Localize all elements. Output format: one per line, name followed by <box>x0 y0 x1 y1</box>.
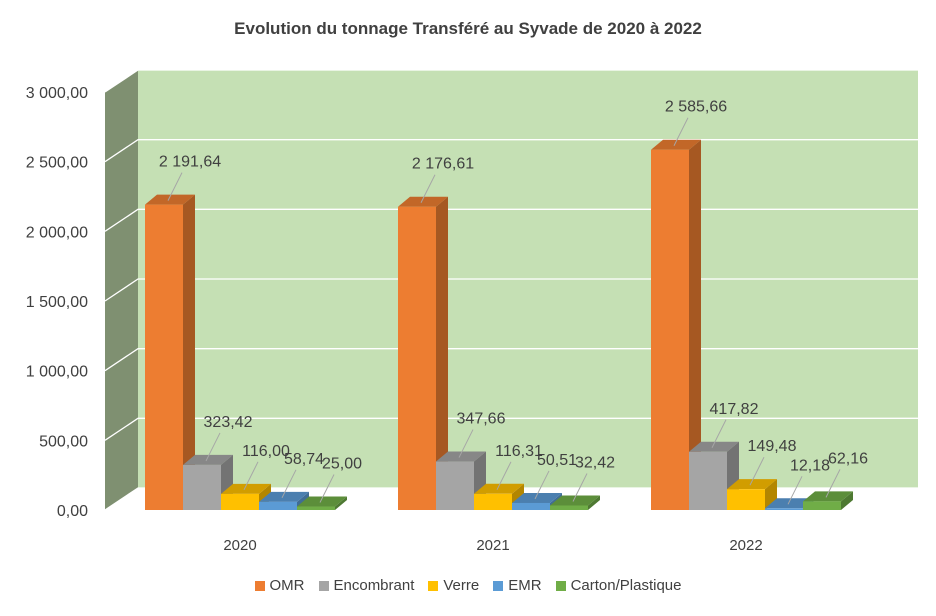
bar-emr <box>512 502 550 510</box>
bar-omr <box>651 149 689 510</box>
data-label: 116,31 <box>495 443 543 460</box>
legend-label: Encombrant <box>333 577 415 594</box>
bar-emr <box>765 508 803 510</box>
y-tick-label: 2 500,00 <box>26 155 88 172</box>
bar-top <box>398 196 448 207</box>
y-tick-label: 3 000,00 <box>26 85 88 102</box>
legend-item: OMR <box>254 577 305 594</box>
bar-top <box>512 492 562 503</box>
leader-line <box>534 470 550 500</box>
bar-verre <box>727 489 765 510</box>
data-label: 50,51 <box>537 452 577 469</box>
gridline <box>104 139 918 163</box>
leader-line <box>458 429 474 458</box>
legend-swatch <box>318 580 329 591</box>
legend-swatch <box>428 580 439 591</box>
data-label: 116,00 <box>242 443 290 460</box>
bar-omr <box>145 204 183 510</box>
leader-line <box>243 461 259 491</box>
data-label: 25,00 <box>322 456 362 473</box>
bar-top <box>259 491 309 502</box>
bar-encombrant <box>436 461 474 510</box>
data-label: 32,42 <box>575 454 615 471</box>
x-tick-label: 2020 <box>223 537 256 554</box>
data-label: 149,48 <box>748 438 797 455</box>
y-tick-label: 500,00 <box>39 433 88 450</box>
bar-top <box>803 491 853 502</box>
bar-encombrant <box>689 451 727 510</box>
data-label: 62,16 <box>828 450 868 467</box>
legend-item: Verre <box>428 577 479 594</box>
legend-label: Verre <box>443 577 480 594</box>
chart-title: Evolution du tonnage Transféré au Syvade… <box>234 19 702 38</box>
legend-label: Carton/Plastique <box>570 577 682 594</box>
leader-line <box>496 461 512 491</box>
x-tick-label: 2022 <box>729 537 762 554</box>
legend: OMR Encombrant Verre EMR Carton/Plastique <box>0 577 936 594</box>
bar-top <box>689 441 739 452</box>
bar-verre <box>474 493 512 510</box>
bar-top <box>651 139 701 150</box>
legend-swatch <box>254 580 265 591</box>
y-tick-label: 1 500,00 <box>26 294 88 311</box>
data-label: 2 191,64 <box>159 154 221 171</box>
leader-line <box>673 117 689 146</box>
data-label: 323,42 <box>204 414 253 431</box>
bar-top <box>550 495 600 506</box>
bar-side <box>436 196 448 510</box>
data-label: 2 176,61 <box>412 156 474 173</box>
bar-top <box>727 479 777 490</box>
bar-verre <box>221 493 259 510</box>
bar-top <box>221 483 271 494</box>
leader-line <box>167 172 183 201</box>
data-label: 12,18 <box>790 457 830 474</box>
data-label: 417,82 <box>710 401 759 418</box>
leader-line <box>787 476 803 505</box>
bar-cartonplastique <box>297 506 335 510</box>
bar-side <box>183 194 195 510</box>
bar-side <box>689 139 701 510</box>
leader-line <box>749 456 765 486</box>
gridline <box>104 69 918 93</box>
bar-top <box>474 483 524 494</box>
y-tick-label: 2 000,00 <box>26 224 88 241</box>
legend-item: EMR <box>493 577 542 594</box>
legend-item: Carton/Plastique <box>555 577 682 594</box>
data-label: 58,74 <box>284 451 324 468</box>
y-tick-label: 1 000,00 <box>26 364 88 381</box>
bar-top <box>436 451 486 462</box>
bar-encombrant <box>183 464 221 510</box>
bar-cartonplastique <box>803 501 841 510</box>
data-label: 347,66 <box>457 411 506 428</box>
leader-line <box>825 469 841 498</box>
bar-side <box>335 496 347 510</box>
leader-line <box>572 473 588 502</box>
legend-label: OMR <box>269 577 305 594</box>
bar-top <box>297 496 347 507</box>
x-tick-label: 2021 <box>476 537 509 554</box>
y-tick-label: 0,00 <box>57 503 88 520</box>
legend-item: Encombrant <box>318 577 415 594</box>
bar-top <box>145 194 195 205</box>
bar-side <box>841 491 853 510</box>
leader-line <box>319 474 335 503</box>
bar-emr <box>259 501 297 510</box>
leader-line <box>281 469 297 499</box>
data-label: 2 585,66 <box>665 99 727 116</box>
leader-line <box>711 419 727 449</box>
legend-swatch <box>555 580 566 591</box>
leader-line <box>205 432 221 462</box>
bar-omr <box>398 206 436 510</box>
bar-top <box>765 498 815 509</box>
bar-cartonplastique <box>550 505 588 510</box>
legend-swatch <box>493 580 504 591</box>
leader-line <box>420 174 436 203</box>
bar-side <box>588 495 600 510</box>
bar-top <box>183 454 233 465</box>
legend-label: EMR <box>508 577 542 594</box>
